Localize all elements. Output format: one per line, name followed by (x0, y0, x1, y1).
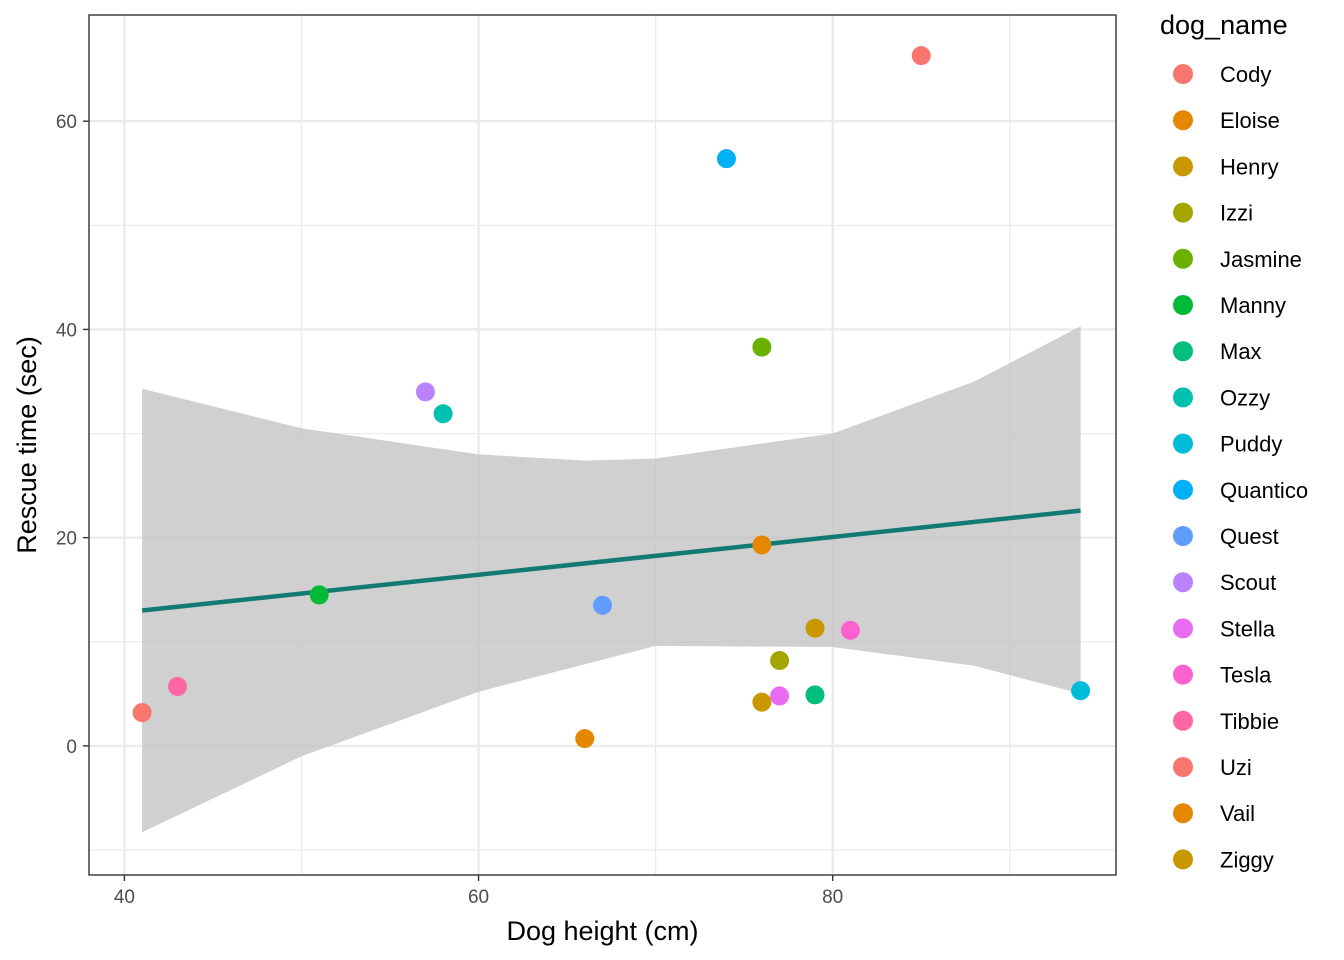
data-point-puddy (1071, 681, 1091, 701)
data-point-stella (770, 686, 790, 706)
legend-label-izzi: Izzi (1220, 201, 1253, 226)
data-point-quest (593, 595, 612, 615)
x-tick-label: 60 (468, 887, 489, 908)
legend-label-max: Max (1220, 339, 1262, 364)
y-tick-label: 60 (56, 112, 77, 133)
x-tick-label: 40 (114, 887, 135, 908)
data-point-scout (415, 382, 435, 402)
legend-key-jasmine (1173, 248, 1193, 269)
legend-key-tesla (1173, 664, 1193, 685)
regression-line-layer (141, 508, 1081, 613)
data-point-eloise (752, 535, 772, 555)
data-point-izzi (770, 651, 790, 671)
legend-label-uzi: Uzi (1220, 755, 1252, 780)
data-point-cody (911, 46, 931, 66)
y-tick-label: 0 (66, 737, 77, 758)
legend-key-ziggy (1173, 849, 1193, 870)
plot-panel-border (88, 14, 1117, 876)
legend-key-scout (1173, 572, 1193, 593)
legend-key-max (1173, 341, 1193, 362)
data-point-manny (309, 585, 329, 605)
legend-label-quantico: Quantico (1220, 478, 1308, 503)
legend-key-cody (1173, 64, 1193, 84)
legend-label-eloise: Eloise (1220, 108, 1280, 133)
legend-key-eloise (1173, 110, 1193, 131)
confidence-band (142, 326, 1081, 833)
y-axis-title: Rescue time (sec) (12, 336, 42, 554)
data-point-jasmine (752, 337, 772, 357)
data-points (132, 46, 1091, 749)
legend-key-quantico (1173, 479, 1193, 500)
legend: dog_name Cody Eloise Henry Izzi Jasmine Manny… (1160, 10, 1308, 872)
legend-label-scout: Scout (1220, 570, 1276, 595)
data-point-henry (805, 618, 825, 638)
legend-key-ozzy (1173, 387, 1193, 408)
confidence-band-layer (142, 326, 1081, 833)
legend-items: Cody Eloise Henry Izzi Jasmine Manny Max Ozzy Pu… (1173, 62, 1308, 872)
legend-key-henry (1173, 156, 1193, 177)
data-point-vail (575, 729, 595, 749)
legend-label-vail: Vail (1220, 801, 1255, 826)
data-point-tibbie (168, 677, 188, 697)
y-tick-label: 20 (56, 529, 77, 550)
legend-label-ozzy: Ozzy (1220, 385, 1270, 410)
legend-label-stella: Stella (1220, 616, 1276, 641)
legend-label-tesla: Tesla (1220, 663, 1272, 688)
legend-label-cody: Cody (1220, 62, 1271, 87)
legend-title: dog_name (1160, 10, 1288, 40)
legend-label-tibbie: Tibbie (1220, 709, 1279, 734)
data-point-ziggy (752, 692, 772, 712)
y-tick-label: 40 (56, 320, 77, 341)
x-axis-title: Dog height (cm) (506, 916, 698, 946)
data-point-quantico (716, 149, 736, 169)
legend-label-quest: Quest (1220, 524, 1279, 549)
legend-label-puddy: Puddy (1220, 432, 1282, 457)
legend-key-vail (1173, 803, 1193, 824)
legend-key-uzi (1173, 757, 1193, 777)
data-point-max (805, 685, 825, 705)
data-point-tesla (840, 620, 860, 640)
legend-key-manny (1173, 295, 1193, 315)
x-axis-ticks: 40 60 80 (114, 875, 843, 908)
legend-key-puddy (1173, 433, 1193, 454)
regression-line (141, 508, 1081, 613)
legend-key-quest (1173, 526, 1193, 546)
legend-key-stella (1173, 618, 1193, 639)
legend-label-jasmine: Jasmine (1220, 247, 1302, 272)
legend-key-izzi (1173, 202, 1193, 223)
y-axis-ticks: 0 20 40 60 (56, 112, 89, 758)
legend-label-ziggy: Ziggy (1220, 847, 1274, 872)
x-tick-label: 80 (822, 887, 843, 908)
data-point-uzi (132, 703, 152, 723)
legend-label-henry: Henry (1220, 154, 1279, 179)
legend-label-manny: Manny (1220, 293, 1286, 318)
legend-key-tibbie (1173, 710, 1193, 731)
data-point-ozzy (433, 404, 453, 424)
